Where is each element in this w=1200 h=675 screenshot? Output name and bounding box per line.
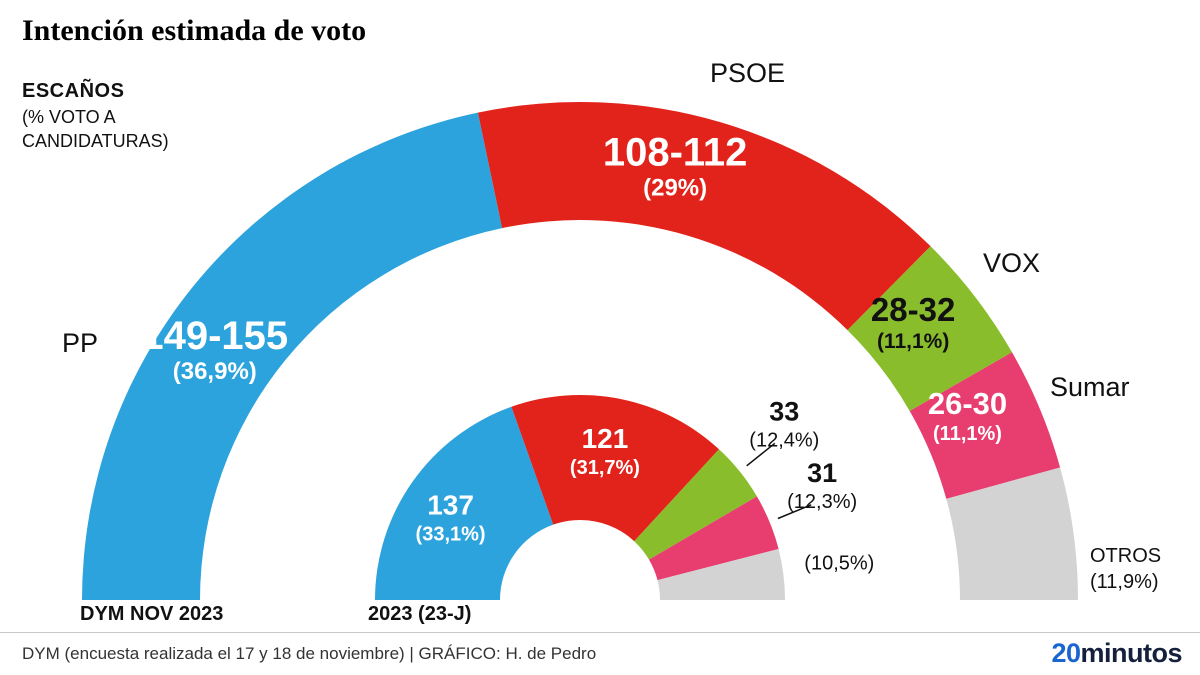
seats-label-dym-nov-2023-pp: 149-155 <box>141 314 288 358</box>
brand-logo: 20minutos <box>1051 638 1182 669</box>
party-label-otros: OTROS (11,9%) <box>1090 543 1161 595</box>
party-label-vox: VOX <box>983 248 1041 278</box>
seats-label-dym-nov-2023-vox: 28-32 <box>871 291 955 328</box>
pct-label-dym-nov-2023-vox: (11,1%) <box>877 330 949 353</box>
segment-dym-nov-2023-pp <box>82 112 503 600</box>
seat-projection-half-donut-chart: 149-155(36,9%)108-112(29%)28-32(11,1%)26… <box>82 102 1078 600</box>
source-note: DYM (encuesta realizada el 17 y 18 de no… <box>22 643 597 663</box>
page-title: Intención estimada de voto <box>22 14 367 47</box>
segment-2023-23j-vox <box>634 449 757 560</box>
segment-2023-23j-pp <box>375 406 554 600</box>
pct-label-dym-nov-2023-pp: (36,9%) <box>173 358 257 385</box>
ring-label-2023-23j: 2023 (23-J) <box>368 603 472 625</box>
party-label-psoe: PSOE <box>710 58 786 88</box>
segment-dym-nov-2023-psoe <box>477 102 931 331</box>
footer-divider <box>0 632 1200 633</box>
footer: DYM (encuesta realizada el 17 y 18 de no… <box>22 638 1182 669</box>
party-label-otros-name: OTROS <box>1090 545 1162 567</box>
pct-label-dym-nov-2023-sumar: (11,1%) <box>933 423 1002 445</box>
segment-dym-nov-2023-sumar <box>909 352 1061 499</box>
unit-label-block: ESCAÑOS (% VOTO A CANDIDATURAS) <box>22 80 187 154</box>
party-label-sumar: Sumar <box>1050 372 1130 402</box>
unit-label: ESCAÑOS <box>22 80 125 102</box>
callout-line-2023-23j-sumar <box>777 504 812 520</box>
segment-2023-23j-psoe <box>511 394 719 542</box>
party-label-pp: PP <box>62 328 99 358</box>
segment-dym-nov-2023-otros <box>946 467 1078 600</box>
segment-dym-nov-2023-vox <box>847 246 1012 411</box>
pct-label-2023-23j-psoe: (31,7%) <box>570 457 640 479</box>
pct-label-2023-23j-otros: (10,5%) <box>804 553 874 575</box>
segment-2023-23j-sumar <box>649 496 779 581</box>
pct-label-2023-23j-pp: (33,1%) <box>416 523 486 545</box>
callout-line-2023-23j-vox <box>746 442 776 467</box>
party-label-otros-pct: (11,9%) <box>1090 571 1159 593</box>
seats-label-2023-23j-pp: 137 <box>427 489 474 520</box>
seats-label-dym-nov-2023-sumar: 26-30 <box>928 386 1007 421</box>
unit-sublabel: (% VOTO A CANDIDATURAS) <box>22 107 169 151</box>
seats-label-2023-23j-sumar: 31 <box>807 458 837 488</box>
pct-label-2023-23j-sumar: (12,3%) <box>787 491 857 513</box>
ring-label-dym-nov-2023: DYM NOV 2023 <box>80 603 224 625</box>
segment-2023-23j-otros <box>657 549 786 600</box>
pct-label-dym-nov-2023-psoe: (29%) <box>643 174 707 201</box>
seats-label-2023-23j-psoe: 121 <box>582 423 629 454</box>
brand-logo-minutos: minutos <box>1080 638 1183 668</box>
pct-label-2023-23j-vox: (12,4%) <box>749 429 819 451</box>
seats-label-2023-23j-vox: 33 <box>769 396 799 426</box>
seats-label-dym-nov-2023-psoe: 108-112 <box>603 130 748 174</box>
brand-logo-20: 20 <box>1051 638 1081 668</box>
